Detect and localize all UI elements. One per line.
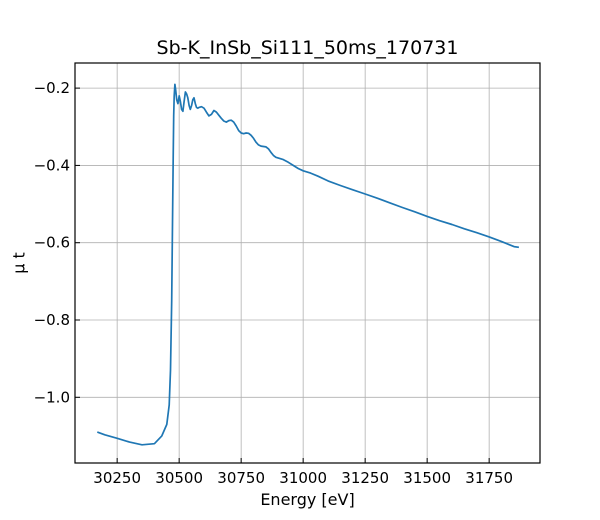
x-tick-label: 30750 bbox=[217, 469, 265, 487]
x-axis-label: Energy [eV] bbox=[260, 490, 354, 509]
y-axis-label: μ t bbox=[10, 252, 29, 274]
y-tick-label: −0.6 bbox=[34, 234, 70, 252]
y-tick-label: −1.0 bbox=[34, 388, 70, 406]
series-group bbox=[97, 83, 520, 446]
x-tick-label: 31750 bbox=[465, 469, 513, 487]
x-tick-label: 31000 bbox=[279, 469, 327, 487]
x-tick-label: 31500 bbox=[403, 469, 451, 487]
series-line bbox=[97, 83, 520, 446]
y-tick-label: −0.4 bbox=[34, 156, 70, 174]
x-tick-label: 31250 bbox=[341, 469, 389, 487]
plot-frame bbox=[74, 62, 541, 464]
y-tick-label: −0.2 bbox=[34, 79, 70, 97]
x-tick-label: 30250 bbox=[93, 469, 141, 487]
chart-title: Sb-K_InSb_Si111_50ms_170731 bbox=[157, 37, 459, 59]
x-tick-label: 30500 bbox=[155, 469, 203, 487]
ticks: 30250 30500 30750 31000 31250 31500 31750 −1.0 −… bbox=[34, 79, 513, 487]
y-tick-label: −0.8 bbox=[34, 311, 70, 329]
grid bbox=[75, 63, 540, 463]
